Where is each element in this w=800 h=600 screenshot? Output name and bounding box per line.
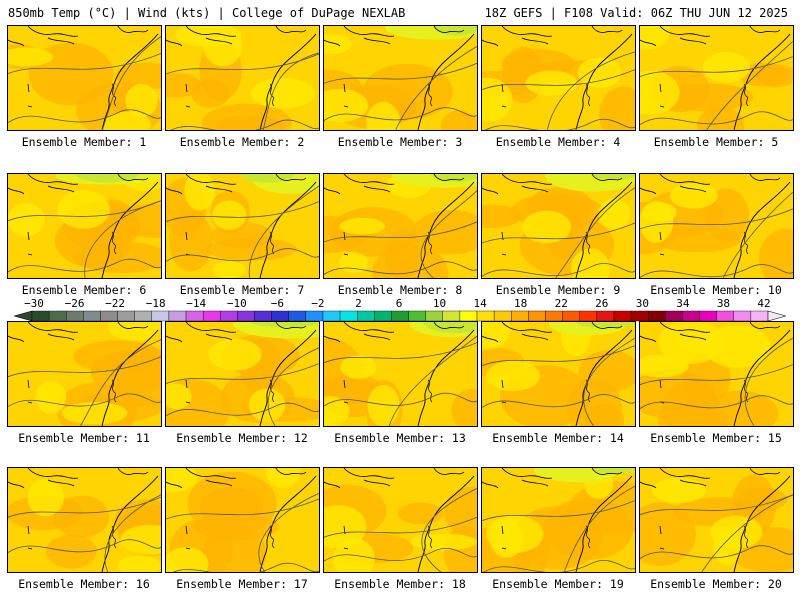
member-map-panel [481,173,636,279]
colorbar-tick-label: 18 [514,297,528,310]
product-title: 850mb Temp (°C) | Wind (kts) | College o… [8,6,406,20]
temperature-map [324,26,477,130]
colorbar-tick-label: 10 [432,297,447,310]
colorbar-tick-label: 34 [676,297,690,310]
member-caption: Ensemble Member: 19 [492,577,624,591]
member-map-panel [165,173,320,279]
colorbar-tick-label: 6 [395,297,403,310]
member-caption: Ensemble Member: 13 [334,431,466,445]
member-caption: Ensemble Member: 20 [650,577,782,591]
member-map-panel [323,173,478,279]
colorbar-tick-label: 2 [355,297,362,310]
member-caption: Ensemble Member: 7 [179,283,305,297]
temperature-map [166,26,319,130]
temperature-map [640,26,793,130]
temperature-map [324,468,477,572]
member-caption: Ensemble Member: 12 [176,431,308,445]
member-caption: Ensemble Member: 11 [18,431,150,445]
member-map-panel [639,467,794,573]
temperature-map [166,322,319,426]
member-map-panel [323,467,478,573]
member-map-panel [7,321,162,427]
member-caption: Ensemble Member: 17 [176,577,308,591]
temperature-map [8,468,161,572]
temperature-map [8,174,161,278]
colorbar-tick-label: −22 [105,297,126,310]
colorbar-tick-label: −14 [186,297,207,310]
colorbar-tick-label: 22 [554,297,568,310]
member-caption: Ensemble Member: 4 [495,135,621,149]
temperature-map [8,322,161,426]
member-map-panel [165,321,320,427]
header: 850mb Temp (°C) | Wind (kts) | College o… [0,0,800,24]
temperature-map [482,174,635,278]
temperature-map [166,468,319,572]
member-map-panel [639,321,794,427]
member-caption: Ensemble Member: 3 [337,135,463,149]
member-map-panel [165,25,320,131]
member-map-panel [481,321,636,427]
temperature-map [640,174,793,278]
member-caption: Ensemble Member: 18 [334,577,466,591]
temperature-map [166,174,319,278]
colorbar-tick-label: 30 [635,297,649,310]
colorbar-tick-label: −30 [24,297,44,310]
temperature-map [482,468,635,572]
member-map-panel [481,467,636,573]
colorbar-svg [12,310,788,322]
temperature-colorbar [12,307,788,322]
member-map-panel [323,25,478,131]
temperature-map [324,322,477,426]
member-map-panel [639,173,794,279]
member-caption: Ensemble Member: 1 [21,135,147,149]
temperature-map [482,322,635,426]
colorbar-tick-label: 42 [757,297,771,310]
member-caption: Ensemble Member: 14 [492,431,624,445]
member-caption: Ensemble Member: 5 [653,135,779,149]
temperature-map [324,174,477,278]
member-caption: Ensemble Member: 6 [21,283,147,297]
colorbar-tick-label: 14 [473,297,487,310]
colorbar-tick-label: 38 [716,297,731,310]
member-caption: Ensemble Member: 15 [650,431,782,445]
member-map-panel [639,25,794,131]
member-map-panel [481,25,636,131]
run-valid-time: 18Z GEFS | F108 Valid: 06Z THU JUN 12 20… [484,6,788,20]
member-caption: Ensemble Member: 2 [179,135,305,149]
temperature-map [482,26,635,130]
member-caption: Ensemble Member: 9 [495,283,621,297]
colorbar-tick-label: −18 [145,297,166,310]
colorbar-tick-label: −10 [226,297,247,310]
temperature-map [640,468,793,572]
member-map-panel [165,467,320,573]
colorbar-tick-label: −6 [270,297,284,310]
temperature-map [640,322,793,426]
member-caption: Ensemble Member: 8 [337,283,463,297]
member-caption: Ensemble Member: 10 [650,283,782,297]
member-map-panel [323,321,478,427]
member-map-panel [7,173,162,279]
colorbar-tick-label: 26 [595,297,609,310]
colorbar-tick-label: −26 [64,297,85,310]
member-caption: Ensemble Member: 16 [18,577,150,591]
member-map-panel [7,25,162,131]
member-map-panel [7,467,162,573]
colorbar-tick-label: −2 [311,297,325,310]
temperature-map [8,26,161,130]
